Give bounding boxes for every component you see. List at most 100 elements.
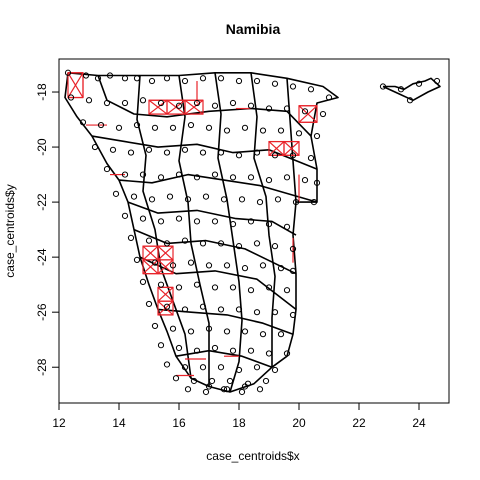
centroid-point	[148, 77, 156, 85]
centroid-point	[187, 328, 195, 335]
centroid-point	[199, 75, 207, 82]
centroid-point	[211, 284, 219, 291]
y-tick-label: -26	[35, 303, 49, 321]
centroid-point	[238, 196, 246, 203]
centroid-point	[283, 287, 291, 294]
x-tick-label: 12	[52, 416, 66, 430]
centroid-point	[223, 262, 231, 269]
centroid-point	[205, 383, 213, 390]
x-axis-label: case_centroids$x	[206, 449, 299, 463]
centroid-point	[265, 176, 273, 184]
centroid-point	[127, 149, 135, 156]
highlight-diagonal	[157, 259, 174, 275]
centroid-point	[253, 240, 261, 247]
centroid-point	[139, 278, 147, 286]
centroid-point	[64, 69, 72, 76]
centroid-point	[379, 83, 387, 90]
centroid-point	[271, 366, 279, 374]
centroid-point	[187, 259, 195, 266]
centroid-point	[133, 121, 141, 129]
centroid-point	[175, 284, 183, 291]
centroid-point	[145, 300, 153, 308]
centroid-points	[64, 69, 441, 396]
centroid-point	[277, 127, 285, 134]
centroid-point	[199, 149, 207, 156]
centroid-point	[127, 234, 135, 241]
centroid-point	[241, 328, 249, 335]
highlight-diagonal	[157, 286, 174, 302]
boundary-line	[382, 77, 441, 102]
centroid-point	[271, 309, 279, 316]
centroid-point	[139, 97, 147, 104]
centroid-point	[67, 94, 75, 101]
centroid-point	[157, 174, 165, 181]
centroid-point	[163, 75, 171, 82]
centroid-point	[307, 154, 315, 162]
centroid-point	[163, 303, 171, 310]
centroid-point	[217, 240, 225, 247]
boundary-line	[136, 75, 192, 379]
centroid-point	[283, 174, 291, 181]
centroid-point	[259, 262, 267, 269]
centroid-point	[181, 146, 189, 153]
centroid-point	[151, 322, 159, 330]
centroid-point	[259, 127, 267, 134]
centroid-point	[277, 331, 285, 338]
centroid-point	[211, 171, 219, 178]
x-axis: 12 14 16 18 20 22 24	[52, 402, 426, 430]
centroid-point	[151, 124, 159, 131]
centroid-point	[223, 386, 231, 393]
boundary-line	[286, 78, 297, 203]
x-tick-label: 14	[112, 416, 126, 430]
centroid-point	[205, 262, 213, 269]
centroid-point	[301, 108, 309, 115]
centroid-point	[247, 218, 255, 225]
y-axis: -28 -26 -24 -22 -20 -18	[35, 83, 60, 376]
centroid-point	[82, 72, 90, 79]
centroid-point	[313, 179, 321, 186]
centroid-point	[253, 309, 261, 316]
centroid-point	[169, 262, 177, 269]
centroid-point	[220, 386, 228, 393]
centroid-point	[289, 267, 297, 275]
centroid-point	[319, 110, 327, 118]
centroid-point	[235, 366, 243, 374]
centroid-point	[217, 149, 225, 156]
centroid-point	[235, 152, 243, 159]
centroid-point	[205, 325, 213, 332]
centroid-point	[301, 176, 309, 184]
centroid-point	[310, 199, 318, 206]
boundary-line	[97, 75, 312, 137]
centroid-point	[274, 196, 282, 203]
centroid-point	[157, 281, 165, 288]
centroid-point	[247, 287, 255, 294]
centroid-point	[157, 99, 165, 107]
centroid-point	[238, 388, 246, 396]
centroid-point	[184, 386, 192, 393]
centroid-point	[262, 377, 270, 385]
highlight-diagonal	[67, 72, 84, 98]
centroid-point	[247, 174, 255, 181]
centroid-point	[217, 75, 225, 82]
centroid-point	[151, 259, 159, 266]
centroid-point	[103, 165, 111, 173]
centroid-point	[271, 80, 279, 87]
centroid-point	[256, 386, 264, 393]
centroid-point	[235, 77, 243, 85]
centroid-point	[163, 149, 171, 156]
y-tick-label: -24	[35, 248, 49, 266]
centroid-point	[289, 245, 297, 252]
centroid-point	[121, 171, 129, 178]
centroid-point	[187, 121, 195, 129]
centroid-point	[175, 215, 183, 222]
y-axis-label: case_centroids$y	[3, 184, 17, 277]
centroid-point	[193, 174, 201, 181]
centroid-point	[139, 171, 147, 178]
centroid-point	[289, 311, 297, 319]
centroid-point	[253, 149, 261, 156]
centroid-point	[259, 331, 267, 338]
centroid-point	[202, 388, 210, 396]
centroid-point	[217, 364, 225, 371]
centroid-point	[271, 243, 279, 250]
